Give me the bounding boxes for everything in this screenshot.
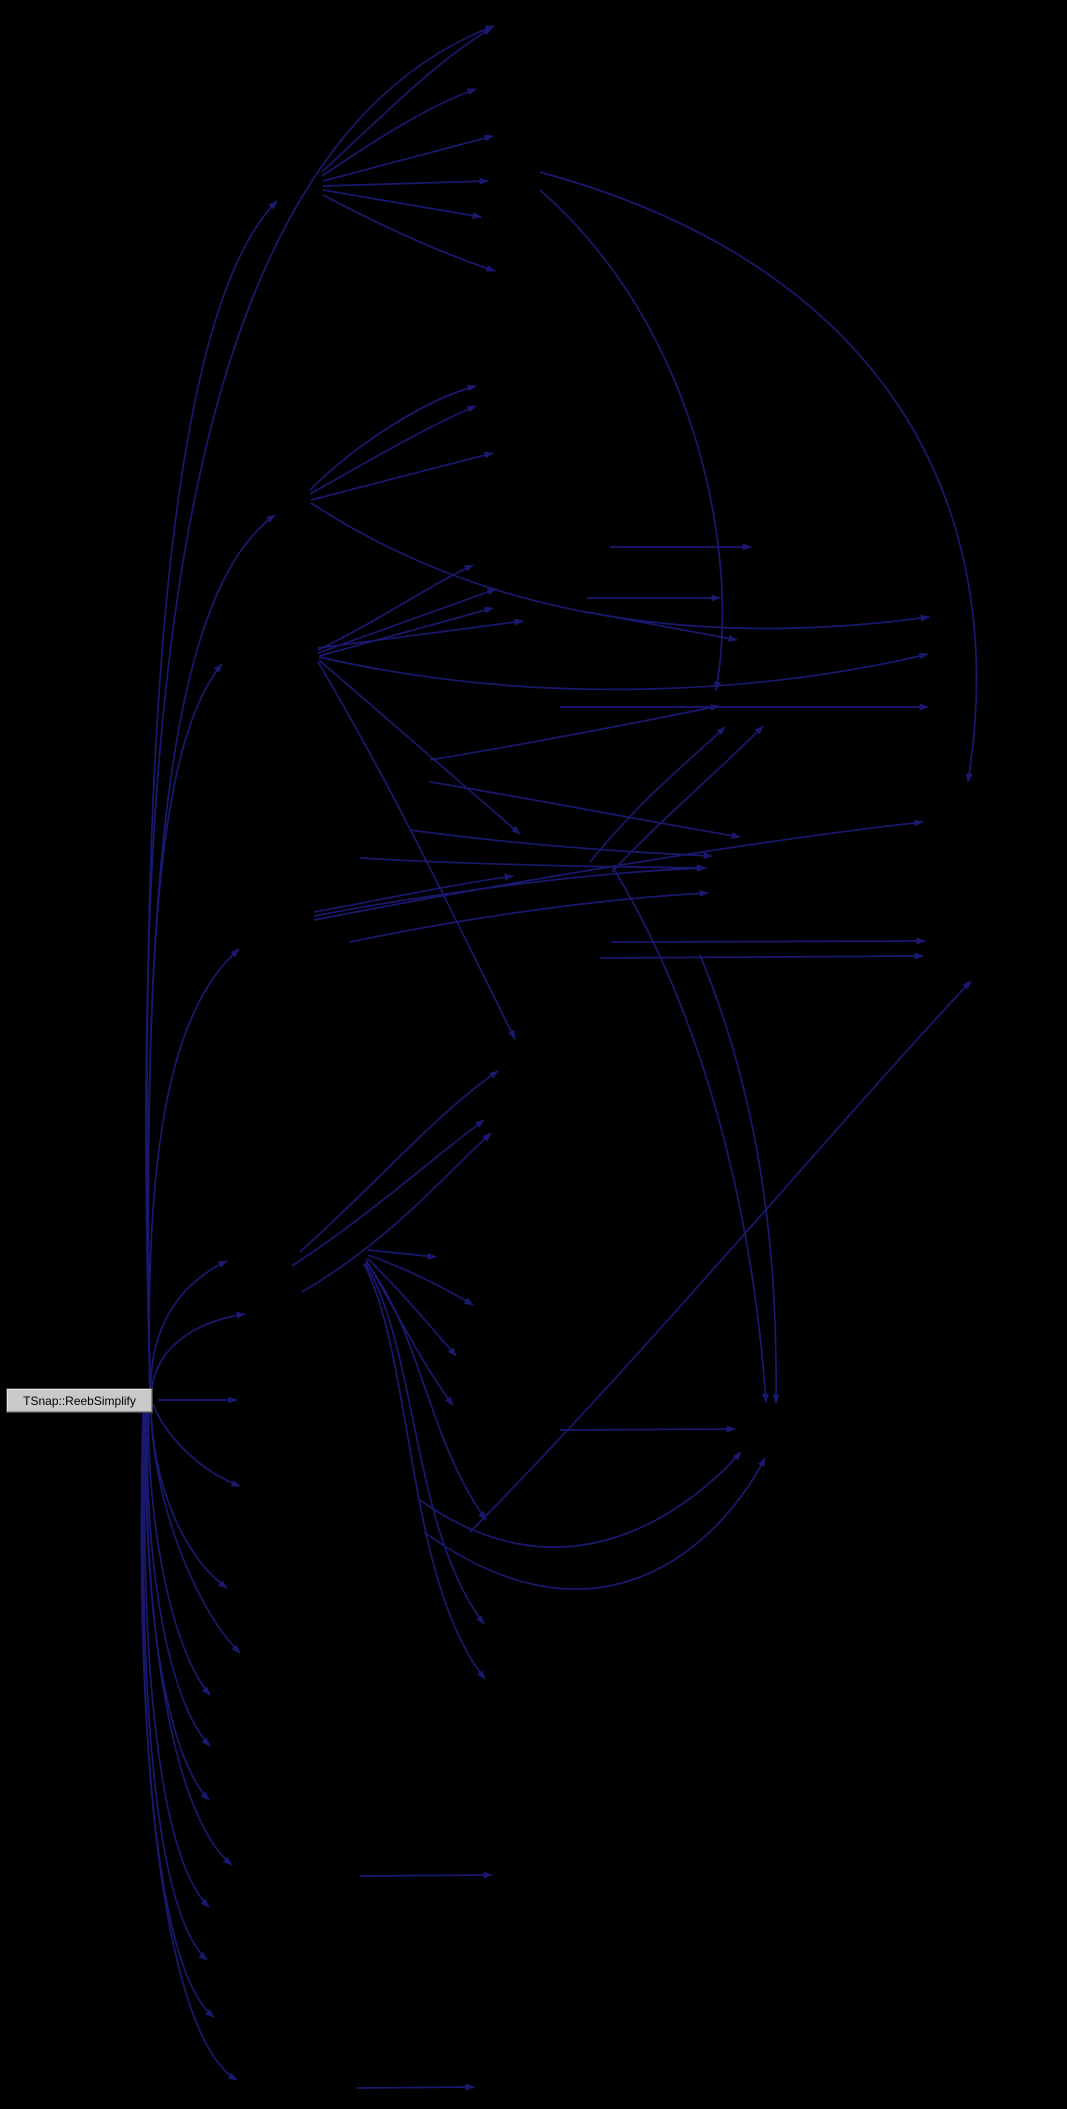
call-graph-edge-24 bbox=[322, 194, 496, 272]
call-graph-edge-16 bbox=[142, 1411, 208, 1961]
call-graph-edge-11 bbox=[147, 1407, 211, 1696]
call-graph-edge-68 bbox=[291, 1119, 485, 1267]
call-graph-edge-25 bbox=[309, 384, 477, 491]
call-graph-edge-19 bbox=[321, 27, 493, 173]
call-graph-edge-51 bbox=[429, 704, 720, 761]
call-graph-edge-35 bbox=[317, 661, 516, 1040]
call-graph-edge-44 bbox=[364, 1262, 485, 1625]
call-graph-edge-10 bbox=[150, 1406, 241, 1654]
call-graph-edge-54 bbox=[429, 781, 741, 840]
root-node-label: TSnap::ReebSimplify bbox=[23, 1393, 136, 1408]
call-graph-edge-18 bbox=[140, 1412, 238, 2081]
call-graph-edge-29 bbox=[317, 618, 524, 649]
call-graph-edge-3 bbox=[147, 663, 223, 1396]
call-graph-edge-69 bbox=[301, 1132, 492, 1293]
call-graph-edge-20 bbox=[321, 88, 477, 177]
call-graph-edge-26 bbox=[309, 405, 477, 495]
call-graph-edge-33 bbox=[318, 659, 521, 835]
call-graph-edge-57 bbox=[349, 889, 709, 943]
call-graph-edge-34 bbox=[318, 652, 929, 691]
call-graph-edge-2 bbox=[147, 514, 276, 1395]
call-graph-edge-50 bbox=[539, 189, 724, 691]
call-graph-edge-41 bbox=[366, 1257, 457, 1357]
call-graph-edge-30 bbox=[317, 564, 474, 651]
call-graph-edge-39 bbox=[367, 1249, 437, 1260]
call-graph-edge-14 bbox=[145, 1410, 233, 1866]
call-graph-edge-5 bbox=[150, 1260, 228, 1398]
call-graph-edge-15 bbox=[143, 1411, 210, 1908]
node-tsnap-reebsimplify[interactable]: TSnap::ReebSimplify bbox=[6, 1388, 153, 1413]
call-graph-edge-70 bbox=[359, 1871, 493, 1879]
call-graph-edge-28 bbox=[310, 502, 930, 630]
call-graph-edge-59 bbox=[599, 952, 924, 960]
call-graph-edge-23 bbox=[322, 189, 482, 220]
call-graph-edge-61 bbox=[469, 980, 972, 1533]
call-graph-edge-12 bbox=[146, 1408, 211, 1747]
call-graph-edge-4 bbox=[148, 948, 240, 1397]
call-graph-edge-43 bbox=[365, 1261, 487, 1521]
call-graph-edge-6 bbox=[150, 1311, 246, 1399]
call-graph-edge-58 bbox=[611, 937, 926, 945]
call-graph-edge-66 bbox=[423, 1457, 766, 1590]
call-graph-edge-31 bbox=[317, 588, 497, 654]
call-graph-edge-27 bbox=[310, 451, 494, 501]
call-graph-edge-56 bbox=[359, 857, 707, 872]
call-graph-edge-52 bbox=[589, 726, 726, 863]
call-graph-edge-32 bbox=[318, 606, 494, 657]
call-graph-edge-21 bbox=[322, 134, 494, 182]
call-graph-edge-45 bbox=[363, 1263, 486, 1680]
call-graph-edge-0 bbox=[145, 25, 495, 1393]
call-graph-edge-38 bbox=[313, 819, 924, 921]
call-graph-edge-63 bbox=[699, 954, 780, 1404]
call-graph-edge-60 bbox=[539, 171, 978, 783]
call-graph-edge-48 bbox=[586, 611, 738, 642]
call-graph-edge-55 bbox=[409, 829, 713, 860]
call-graph-edge-40 bbox=[367, 1254, 474, 1306]
call-graph-edge-62 bbox=[611, 865, 769, 1403]
call-graph-edge-1 bbox=[146, 200, 278, 1394]
call-graph-edge-71 bbox=[356, 2083, 475, 2091]
call-graph-edge-67 bbox=[299, 1070, 499, 1253]
call-graph-edge-8 bbox=[152, 1403, 241, 1487]
call-graph-edge-65 bbox=[419, 1451, 742, 1548]
call-graph-edge-37 bbox=[313, 864, 706, 917]
call-graph-edge-36 bbox=[313, 873, 514, 913]
call-graph-edge-13 bbox=[145, 1409, 210, 1801]
call-graph-edge-22 bbox=[322, 177, 489, 187]
call-graph-edge-53 bbox=[611, 725, 764, 873]
call-graph-edge-64 bbox=[559, 1425, 736, 1433]
